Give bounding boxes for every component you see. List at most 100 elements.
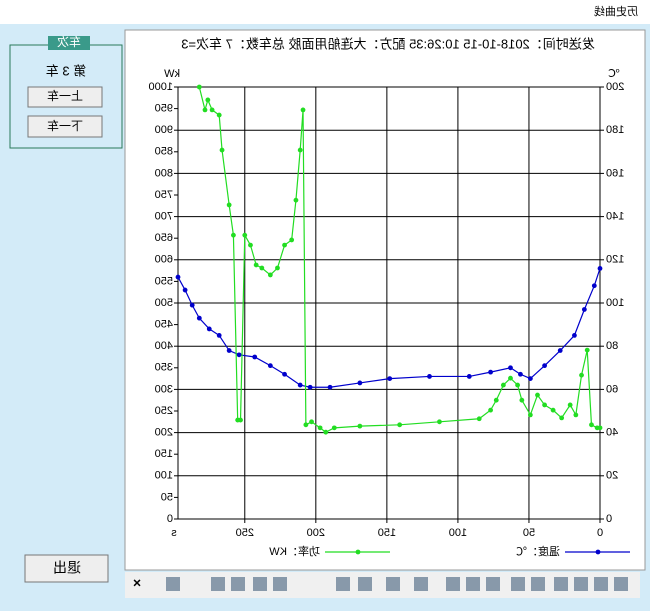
- data-point: [216, 333, 222, 338]
- data-point: [519, 397, 525, 403]
- y-tick-label: 300: [155, 383, 173, 395]
- data-point: [303, 422, 309, 428]
- data-point: [518, 371, 523, 377]
- data-point: [300, 107, 306, 113]
- data-point: [427, 374, 432, 379]
- next-button-label[interactable]: 下一车: [47, 118, 83, 133]
- y-tick-label: 100: [155, 470, 173, 482]
- y2-tick-label: 20: [606, 470, 618, 482]
- data-point: [466, 374, 472, 379]
- data-point: [508, 375, 513, 381]
- y2-tick-label: 80: [606, 340, 618, 352]
- data-point: [527, 376, 533, 381]
- data-point: [515, 382, 520, 388]
- legend-label: 功率：KW: [269, 544, 320, 558]
- x-tick-label: 200: [307, 527, 325, 539]
- data-point: [581, 307, 587, 312]
- next-button[interactable]: [27, 115, 103, 138]
- close-icon[interactable]: ×: [133, 575, 141, 591]
- data-point: [589, 422, 594, 428]
- data-point: [331, 425, 337, 431]
- data-point: [253, 262, 259, 268]
- data-point: [275, 265, 280, 271]
- y2-tick-label: 160: [606, 167, 624, 179]
- data-point: [567, 402, 573, 408]
- data-point: [307, 384, 313, 390]
- y2-tick-label: 140: [606, 211, 624, 223]
- data-point: [357, 423, 363, 429]
- exit-button-label[interactable]: 退出: [53, 560, 81, 576]
- data-point: [437, 419, 442, 425]
- data-point: [397, 422, 403, 428]
- data-point: [573, 412, 579, 418]
- data-point: [597, 266, 603, 271]
- y-tick-label: 250: [155, 405, 173, 417]
- data-point: [202, 107, 208, 113]
- x-tick-label: 250: [236, 527, 254, 539]
- y2-tick-label: 100: [606, 297, 624, 309]
- y2-tick-label: 180: [606, 124, 624, 136]
- data-point: [535, 392, 540, 398]
- y2-tick-label: 200: [606, 81, 624, 93]
- data-point: [242, 232, 248, 238]
- data-point: [219, 147, 225, 153]
- data-point: [493, 397, 499, 403]
- data-point: [550, 407, 556, 413]
- data-point: [289, 237, 295, 243]
- y-tick-label: 700: [155, 211, 173, 223]
- data-point: [317, 425, 323, 431]
- y2-tick-label: 120: [606, 254, 624, 266]
- data-point: [226, 202, 232, 208]
- data-point: [579, 372, 584, 378]
- y2-axis-label: ℃: [608, 68, 620, 80]
- data-point: [236, 352, 242, 358]
- data-point: [527, 412, 533, 418]
- toolbar-icons: [166, 577, 628, 591]
- prev-button[interactable]: [27, 86, 103, 108]
- data-point: [231, 232, 236, 238]
- data-point: [189, 302, 195, 308]
- data-point: [500, 382, 506, 388]
- prev-button-label[interactable]: 上一车: [47, 88, 83, 103]
- data-point: [488, 407, 493, 413]
- data-point: [591, 283, 597, 289]
- x-tick-label: 100: [449, 527, 467, 539]
- y-tick-label: 950: [155, 103, 173, 115]
- x-axis-label: s: [171, 527, 177, 539]
- data-point: [559, 415, 565, 421]
- y-tick-label: 450: [155, 319, 173, 331]
- data-point: [476, 416, 482, 422]
- data-point: [226, 348, 232, 353]
- y-tick-label: 350: [155, 362, 173, 374]
- data-point: [594, 425, 600, 431]
- panel-title-bg: [48, 36, 90, 50]
- y-tick-label: 1000: [149, 81, 173, 93]
- legend-label: 温度：℃: [516, 544, 560, 558]
- y-tick-label: 400: [155, 340, 173, 352]
- title-bar: [0, 0, 650, 24]
- y2-tick-label: 0: [606, 513, 612, 525]
- data-point: [216, 112, 222, 118]
- window-title: 历史曲线: [594, 4, 638, 18]
- y-tick-label: 800: [155, 167, 173, 179]
- x-tick-label: 150: [378, 527, 396, 539]
- data-point: [267, 363, 273, 369]
- data-point: [282, 371, 287, 377]
- exit-button[interactable]: [24, 554, 109, 583]
- legend-marker: [355, 549, 361, 555]
- data-point: [387, 376, 393, 381]
- y-tick-label: 0: [167, 513, 173, 525]
- data-point: [584, 347, 590, 353]
- data-point: [182, 287, 188, 293]
- data-point: [248, 242, 253, 248]
- chart-title: 发送时间：2018-10-15 10:26:35 配方：大连船用面胶 总车数：7…: [181, 36, 595, 51]
- y-tick-label: 50: [161, 491, 173, 503]
- legend-marker: [595, 549, 601, 555]
- data-point: [327, 384, 333, 390]
- data-point: [206, 326, 212, 332]
- data-point: [196, 315, 202, 321]
- data-point: [323, 429, 329, 435]
- car-label: 第 3 车: [46, 63, 86, 78]
- data-point: [542, 363, 547, 369]
- x-tick-label: 0: [597, 527, 603, 539]
